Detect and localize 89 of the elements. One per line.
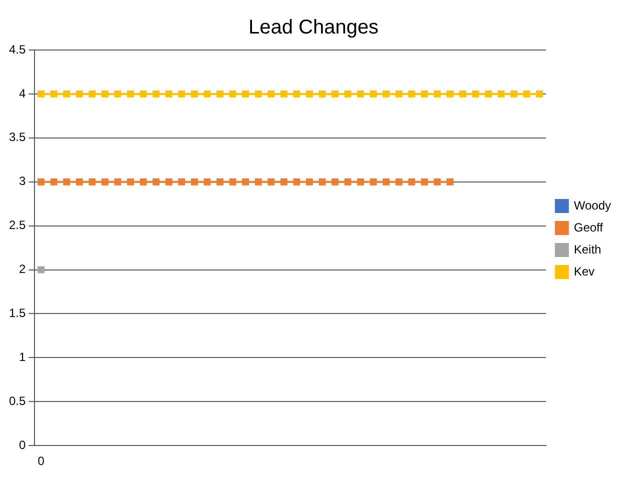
point [293,90,300,98]
legend-label: Keith [574,242,602,256]
y-tick-label: 0.5 [8,394,26,408]
point [357,178,364,186]
point [229,90,236,98]
point [446,90,454,98]
point [242,90,250,98]
point [498,90,505,98]
point [420,90,428,98]
point [76,178,83,186]
point [216,90,224,98]
point [395,90,402,98]
y-tick-label: 1 [18,350,26,364]
point [50,90,58,98]
y-tick-label: 2.5 [8,218,26,232]
point [370,90,377,98]
point [190,178,198,186]
point [434,90,441,98]
point [357,90,364,98]
point [127,178,134,186]
point [254,178,262,186]
point [190,90,198,98]
y-tick-label: 1.5 [8,306,26,320]
point [395,178,402,186]
point [152,90,160,98]
point [344,178,352,186]
point [370,178,377,186]
y-tick-label: 4.5 [8,42,26,56]
y-tick-label: 2 [18,262,26,276]
y-tick-label: 3 [18,174,26,188]
point [306,178,313,186]
point [101,178,108,186]
point [268,90,275,98]
point [472,90,480,98]
point [484,90,492,98]
point [242,178,250,186]
legend-label: Geoff [574,220,604,234]
legend-label: Woody [574,198,612,212]
point [420,178,428,186]
point [140,178,147,186]
point [523,90,530,98]
chart-title: Lead Changes [248,16,379,39]
point [536,90,543,98]
point [318,90,326,98]
point [459,90,466,98]
point [88,178,96,186]
point [408,178,416,186]
point [332,178,338,186]
point [165,178,172,186]
point [76,90,83,98]
point [229,178,236,186]
point [332,90,338,98]
point [178,178,186,186]
point [216,178,224,186]
y-tick-label: 0 [18,438,26,452]
point [293,178,300,186]
point [306,90,313,98]
point [114,178,122,186]
point [268,178,275,186]
point [318,178,326,186]
point [165,90,172,98]
y-tick-label: 3.5 [8,130,26,144]
point [88,90,96,98]
point [38,90,45,98]
point [510,90,518,98]
point [204,178,211,186]
point [63,90,70,98]
point [382,90,390,98]
point [446,178,454,186]
point [280,90,288,98]
point [38,178,45,186]
point [140,90,147,98]
point [101,90,108,98]
legend-label: Kev [574,264,595,278]
point [50,178,58,186]
point [178,90,186,98]
point [204,90,211,98]
point [38,266,45,274]
point [127,90,134,98]
point [280,178,288,186]
point [408,90,416,98]
point [434,178,441,186]
point [114,90,122,98]
point [63,178,70,186]
y-tick-label: 4 [18,86,26,100]
point [152,178,160,186]
point [382,178,390,186]
point [344,90,352,98]
point [254,90,262,98]
